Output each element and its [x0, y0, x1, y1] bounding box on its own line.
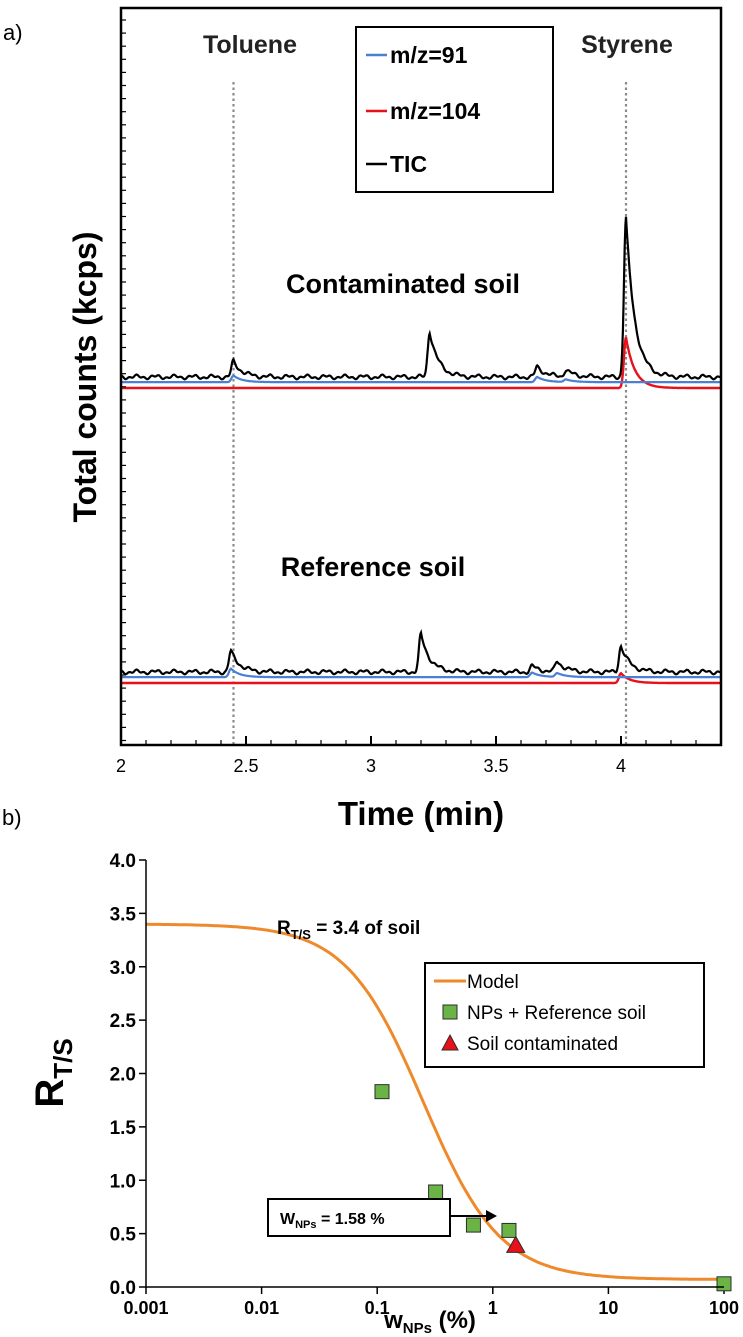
x-axis-ticks-b: 0.001 0.01 0.1 1 10 100	[123, 1287, 739, 1318]
legend-a-label-mz91: m/z=91	[390, 42, 468, 68]
data-point-contaminated	[505, 1235, 526, 1253]
chromatogram-chart: 2 2.5 3 3.5 4 Toluene Styrene Contaminated s…	[67, 6, 723, 832]
data-point-reference	[716, 1276, 732, 1292]
ref-label-styrene: Styrene	[581, 31, 673, 59]
x-tick-label-a: 2.5	[233, 756, 258, 776]
data-point-reference	[501, 1222, 517, 1238]
y-tick-label-b: 1.5	[110, 1118, 137, 1139]
ref-label-toluene: Toluene	[203, 31, 297, 59]
legend-a-label-mz104: m/z=104	[390, 98, 480, 124]
x-tick-label-a: 2	[116, 756, 126, 776]
ratio-scatter-chart: 0.0 0.5 1.0 1.5 2.0 2.5 3.0 3.5 4.0 0.001 0.01 0.1…	[28, 851, 739, 1337]
trace-tic	[121, 216, 721, 381]
y-axis-title-b-main: R	[28, 1079, 72, 1108]
trace-label-contaminated: Contaminated soil	[286, 269, 520, 299]
annotation-wnps-rest: = 1.58 %	[317, 1211, 385, 1228]
x-axis-title-b-main: w	[383, 1307, 403, 1334]
legend-b-label-model: Model	[467, 972, 519, 993]
legend-b-swatch-contaminated	[441, 1033, 459, 1051]
trace-label-reference: Reference soil	[281, 552, 466, 582]
y-tick-label-b: 4.0	[110, 851, 136, 872]
legend-b-frame	[424, 962, 705, 1068]
annotation-wnps-box: WNPs = 1.58 %	[267, 1198, 451, 1237]
y-tick-label-b: 0.5	[110, 1225, 137, 1246]
x-axis-title-b-sub: NPs	[403, 1320, 432, 1337]
x-axis-title-a: Time (min)	[338, 795, 504, 832]
legend-b: Model NPs + Reference soil Soil contamin…	[424, 962, 705, 1068]
y-axis-title-b: RT/S	[28, 1038, 78, 1107]
panel-a-label: a)	[3, 20, 23, 45]
annotation-wnps-text: WNPs = 1.58 %	[280, 1211, 385, 1231]
y-axis-title-b-sub: T/S	[48, 1038, 78, 1078]
legend-b-label-reference: NPs + Reference soil	[467, 1003, 646, 1024]
x-tick-label-b: 10	[598, 1298, 618, 1318]
panel-b-label: b)	[2, 805, 22, 830]
y-axis-title-a: Total counts (kcps)	[67, 232, 103, 523]
model-curve	[146, 922, 724, 1281]
annotation-wnps-main: W	[280, 1211, 296, 1228]
x-tick-label-a: 4	[616, 756, 626, 776]
annotation-ratio-rest: = 3.4 of soil	[311, 918, 420, 939]
x-tick-label-b: 1	[488, 1298, 498, 1318]
trace-tic	[121, 629, 721, 676]
annotation-ratio-soil: RT/S = 3.4 of soil	[277, 918, 420, 942]
y-axis-minor-ticks-a	[121, 19, 126, 742]
x-axis-ticks-a: 2 2.5 3 3.5 4	[116, 736, 697, 776]
y-tick-label-b: 2.5	[110, 1011, 137, 1032]
trace-mz104	[121, 337, 721, 390]
data-point-reference	[465, 1217, 481, 1233]
annotation-arrowhead	[486, 1210, 497, 1222]
y-tick-label-b: 1.0	[110, 1171, 136, 1192]
x-tick-label-b: 0.01	[244, 1298, 279, 1318]
x-tick-label-a: 3	[366, 756, 376, 776]
y-tick-label-b: 3.5	[110, 904, 137, 925]
data-point-reference	[428, 1184, 444, 1200]
annotation-ratio-main: R	[277, 918, 291, 939]
x-tick-label-b: 100	[709, 1298, 739, 1318]
reference-lines	[232, 82, 628, 745]
y-axis-ticks-b: 0.0 0.5 1.0 1.5 2.0 2.5 3.0 3.5 4.0	[110, 851, 146, 1299]
annotation-ratio-sub: T/S	[291, 927, 312, 942]
x-tick-label-b: 0.1	[365, 1298, 390, 1318]
x-tick-label-b: 0.001	[123, 1298, 168, 1318]
legend-a-label-tic: TIC	[390, 151, 427, 177]
annotation-wnps-sub: NPs	[295, 1219, 316, 1231]
y-tick-label-b: 2.0	[110, 1065, 136, 1086]
chromatogram-traces	[121, 216, 721, 685]
x-tick-label-a: 3.5	[483, 756, 508, 776]
y-tick-label-b: 0.0	[110, 1278, 136, 1299]
annotation-wnps-frame	[267, 1198, 451, 1237]
trace-mz91	[121, 374, 721, 384]
y-tick-label-b: 3.0	[110, 958, 136, 979]
plot-frame-a	[119, 6, 723, 747]
trace-mz91	[121, 667, 721, 679]
x-axis-title-b-suffix: (%)	[432, 1307, 476, 1334]
legend-a-frame	[355, 26, 554, 193]
legend-b-swatch-reference	[442, 1004, 458, 1020]
data-point-reference	[374, 1084, 390, 1100]
legend-a: m/z=91 m/z=104 TIC	[355, 26, 554, 193]
trace-mz104	[121, 671, 721, 685]
legend-b-label-contaminated: Soil contaminated	[467, 1034, 618, 1055]
x-axis-title-b: wNPs (%)	[383, 1307, 476, 1337]
